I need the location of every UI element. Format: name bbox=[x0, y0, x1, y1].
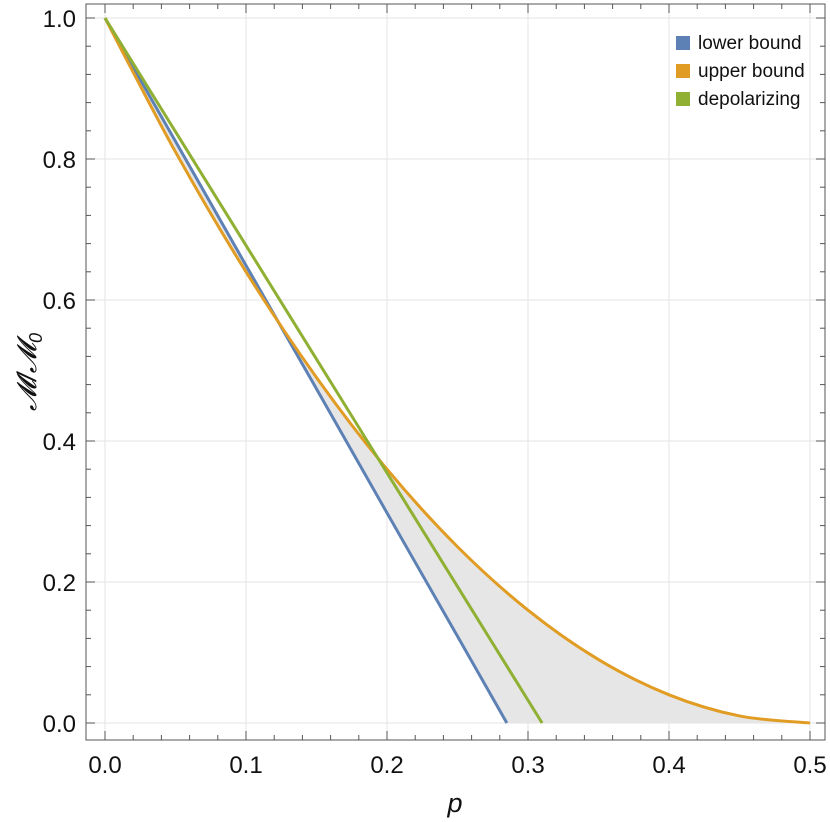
y-axis-title: 𝓜/𝓜0 bbox=[12, 333, 46, 411]
x-tick-label-0: 0.0 bbox=[88, 752, 121, 779]
y-tick-label-0: 0.0 bbox=[43, 711, 76, 738]
legend: lower bound upper bound depolarizing bbox=[676, 33, 805, 110]
legend-label-lower-bound: lower bound bbox=[698, 33, 802, 54]
y-axis-title-subscript: 0 bbox=[26, 333, 46, 343]
legend-label-upper-bound: upper bound bbox=[698, 61, 805, 82]
series-line-lower-bound bbox=[103, 17, 509, 724]
y-tick-label-3: 0.6 bbox=[43, 288, 76, 315]
x-axis-title: p bbox=[446, 788, 462, 818]
series-layer bbox=[103, 17, 811, 725]
shaded-region bbox=[105, 18, 810, 723]
axis-ticks bbox=[86, 4, 825, 740]
x-tick-label-2: 0.2 bbox=[370, 752, 403, 779]
x-tick-label-5: 0.5 bbox=[793, 752, 826, 779]
y-tick-label-4: 0.8 bbox=[43, 147, 76, 174]
legend-swatch-depolarizing bbox=[676, 92, 690, 106]
y-tick-label-5: 1.0 bbox=[43, 6, 76, 33]
grid-lines bbox=[86, 4, 825, 740]
x-tick-label-4: 0.4 bbox=[652, 752, 685, 779]
shaded-region-layer bbox=[105, 18, 810, 723]
legend-label-depolarizing: depolarizing bbox=[698, 89, 800, 110]
plot-frame bbox=[85, 3, 826, 741]
y-tick-label-1: 0.2 bbox=[43, 570, 76, 597]
series-line-depolarizing bbox=[103, 17, 544, 724]
x-tick-label-1: 0.1 bbox=[229, 752, 262, 779]
legend-swatch-lower-bound bbox=[676, 36, 690, 50]
y-axis-title-main: 𝓜/𝓜 bbox=[12, 335, 42, 411]
tick-labels: 0.0 0.1 0.2 0.3 0.4 0.5 0.0 0.2 0.4 0.6 0.8 1.0 bbox=[43, 6, 827, 779]
series-line-upper-bound bbox=[103, 17, 811, 725]
x-tick-label-3: 0.3 bbox=[511, 752, 544, 779]
legend-swatch-upper-bound bbox=[676, 64, 690, 78]
y-tick-label-2: 0.4 bbox=[43, 429, 76, 456]
